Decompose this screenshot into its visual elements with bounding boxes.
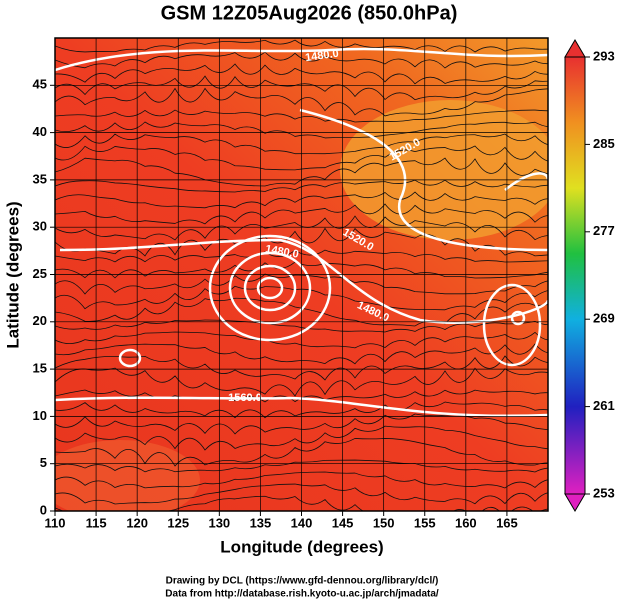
x-tick-label: 160 bbox=[455, 515, 477, 530]
streamline bbox=[55, 401, 548, 419]
streamline bbox=[55, 297, 548, 327]
streamline bbox=[55, 87, 548, 117]
colorbar bbox=[564, 56, 586, 495]
x-tick-label: 150 bbox=[373, 515, 395, 530]
footer-line: Drawing by DCL (https://www.gfd-dennou.o… bbox=[166, 576, 439, 587]
colorbar-tick-label: 277 bbox=[593, 223, 615, 238]
x-tick-label: 140 bbox=[291, 515, 313, 530]
y-axis-label: Latitude (degrees) bbox=[3, 201, 22, 348]
colorbar-tick-label: 269 bbox=[593, 311, 615, 326]
colorbar-tick-label: 285 bbox=[593, 136, 615, 151]
colorbar-tick-label: 261 bbox=[593, 398, 615, 413]
y-tick-label: 5 bbox=[40, 455, 47, 470]
streamline bbox=[55, 459, 548, 473]
streamline bbox=[55, 249, 548, 263]
streamline bbox=[55, 121, 548, 139]
streamline bbox=[55, 109, 548, 123]
streamline bbox=[55, 319, 548, 333]
streamline bbox=[55, 355, 548, 381]
x-tick-label: 120 bbox=[126, 515, 148, 530]
streamline bbox=[55, 331, 548, 349]
streamline bbox=[55, 367, 548, 397]
x-tick-label: 125 bbox=[167, 515, 189, 530]
colorbar-tick-label: 253 bbox=[593, 485, 615, 500]
streamline bbox=[55, 413, 548, 435]
streamline bbox=[55, 438, 548, 467]
streamline bbox=[55, 39, 548, 53]
streamline bbox=[55, 51, 548, 69]
contour-label: 1480.0 bbox=[304, 48, 339, 65]
streamline bbox=[55, 471, 548, 489]
colorbar-top bbox=[564, 39, 586, 58]
y-tick-label: 35 bbox=[33, 171, 47, 186]
y-tick-label: 40 bbox=[33, 124, 47, 139]
streamline bbox=[55, 343, 548, 365]
title: GSM 12Z05Aug2026 (850.0hPa) bbox=[161, 2, 458, 24]
streamline bbox=[55, 389, 548, 403]
streamline bbox=[55, 179, 548, 193]
contour-label: 1480.0 bbox=[264, 243, 299, 261]
colorbar-bottom bbox=[564, 493, 586, 512]
y-tick-label: 45 bbox=[33, 77, 47, 92]
x-tick-label: 155 bbox=[414, 515, 436, 530]
streamline bbox=[55, 227, 548, 257]
streamline bbox=[55, 273, 548, 295]
x-axis-label: Longitude (degrees) bbox=[220, 537, 383, 556]
x-tick-label: 135 bbox=[250, 515, 272, 530]
y-tick-label: 30 bbox=[33, 219, 47, 234]
y-tick-label: 10 bbox=[33, 408, 47, 423]
streamline bbox=[55, 157, 548, 187]
x-tick-label: 115 bbox=[86, 515, 107, 530]
streamline bbox=[55, 133, 548, 155]
streamline bbox=[55, 483, 548, 505]
streamline bbox=[55, 495, 548, 511]
y-tick-label: 0 bbox=[40, 502, 47, 517]
x-tick-label: 145 bbox=[332, 515, 354, 530]
contour-label: 1560.0 bbox=[228, 392, 262, 404]
streamline bbox=[55, 191, 548, 209]
x-tick-label: 130 bbox=[208, 515, 230, 530]
y-tick-label: 20 bbox=[33, 313, 47, 328]
x-tick-label: 165 bbox=[496, 515, 518, 530]
colorbar-tick-label: 293 bbox=[593, 48, 615, 63]
streamline bbox=[55, 203, 548, 225]
streamline bbox=[55, 63, 548, 85]
footer-line: Data from http://database.rish.kyoto-u.a… bbox=[165, 589, 439, 600]
streamline bbox=[55, 145, 548, 171]
x-tick-label: 110 bbox=[45, 515, 66, 530]
streamline bbox=[55, 425, 548, 451]
streamline bbox=[55, 75, 548, 101]
y-tick-label: 25 bbox=[33, 266, 47, 281]
y-tick-label: 15 bbox=[33, 361, 47, 376]
